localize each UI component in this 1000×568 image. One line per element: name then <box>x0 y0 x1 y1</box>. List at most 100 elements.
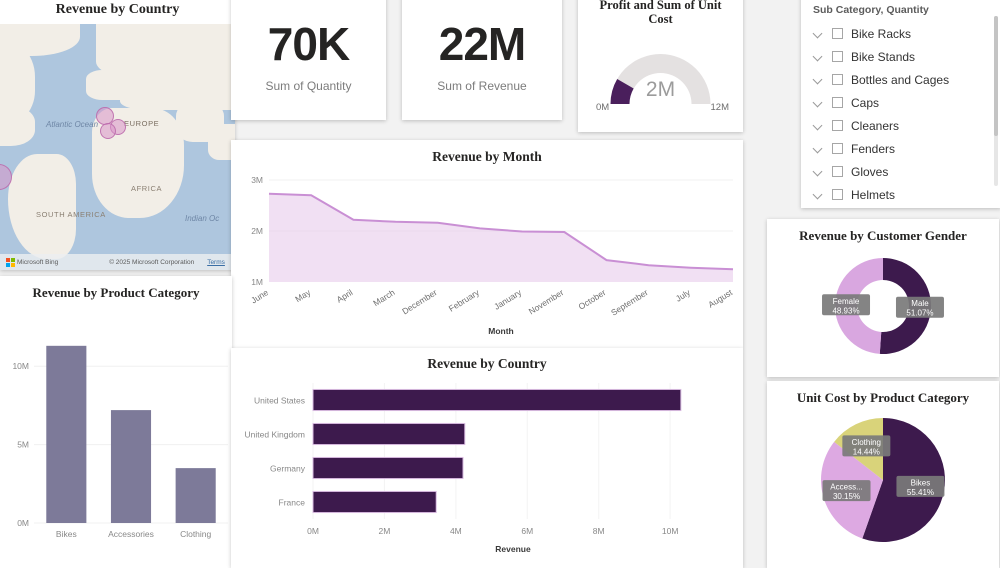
slicer-item[interactable]: Gloves <box>813 160 1000 183</box>
x-axis-tick-label: June <box>249 287 270 305</box>
gauge-min-label: 0M <box>596 102 610 113</box>
x-axis-tick-label: November <box>527 287 566 316</box>
pie-slice-value: 51.07% <box>906 308 933 317</box>
kpi-revenue-value: 22M <box>438 18 526 70</box>
x-axis-title: Month <box>488 326 514 336</box>
pie-chart-title: Unit Cost by Product Category <box>796 390 970 405</box>
gauge-value-label: 2M <box>645 78 676 101</box>
slicer-item-label: Helmets <box>851 187 896 202</box>
y-axis-tick-label: 1M <box>251 277 263 287</box>
chevron-down-icon[interactable] <box>813 166 824 177</box>
map-sea-label-atlantic: Atlantic Ocean <box>46 120 99 129</box>
x-axis-title: Revenue <box>495 544 531 554</box>
y-axis-tick-label: France <box>279 498 306 508</box>
map-title: Revenue by Country <box>55 2 180 17</box>
pie-slice[interactable] <box>879 257 931 354</box>
pie-slice-label-background <box>896 475 945 497</box>
kpi-card-sum-of-revenue[interactable]: 22M Sum of Revenue <box>402 0 562 120</box>
revenue-by-product-category-chart[interactable]: 0M 5M 10M Bikes Accessories Clothing <box>0 301 232 559</box>
x-axis-tick-label: September <box>609 287 650 318</box>
revenue-by-month-card[interactable]: Revenue by Month 1M 2M 3M June May April March… <box>231 140 743 348</box>
pie-slice[interactable] <box>835 257 883 354</box>
kpi-card-sum-of-quantity[interactable]: 70K Sum of Quantity <box>231 0 386 120</box>
bar-chart-title: Revenue by Country <box>427 356 547 371</box>
map-bubble-france[interactable] <box>100 123 116 139</box>
pie-slice-label: Female <box>833 296 860 305</box>
slicer-item[interactable]: Bike Racks <box>813 22 1000 45</box>
chevron-down-icon[interactable] <box>813 97 824 108</box>
x-axis-tick-label: 6M <box>521 526 533 536</box>
y-axis-tick-label: 3M <box>251 175 263 185</box>
slicer-item-list[interactable]: Bike Racks Bike Stands Bottles and Cages Ca… <box>801 22 1000 206</box>
slicer-scrollbar[interactable] <box>994 16 998 186</box>
checkbox-icon[interactable] <box>832 97 843 108</box>
map-land-central-america <box>0 106 35 146</box>
checkbox-icon[interactable] <box>832 28 843 39</box>
revenue-by-customer-gender-card[interactable]: Revenue by Customer Gender Male 51.07% Fem… <box>767 219 999 377</box>
slicer-item[interactable]: Caps <box>813 91 1000 114</box>
map-continent-label-africa: AFRICA <box>131 184 163 193</box>
kpi-quantity-value: 70K <box>267 18 350 70</box>
revenue-by-country-chart[interactable]: 0M 2M 4M 6M 8M 10M United States United Kingdom… <box>231 371 743 561</box>
revenue-by-month-chart[interactable]: 1M 2M 3M June May April March December February J… <box>231 164 743 342</box>
gauge-track <box>610 54 711 104</box>
map-land-south-america <box>8 154 76 259</box>
gauge-fill <box>610 79 634 104</box>
checkbox-icon[interactable] <box>832 189 843 200</box>
slicer-item-label: Cleaners <box>851 118 900 133</box>
bar[interactable] <box>312 423 466 446</box>
pie-slice-label-background <box>822 479 871 501</box>
bar[interactable] <box>312 491 437 514</box>
x-axis-tick-label: 8M <box>593 526 605 536</box>
gauge-visual[interactable]: 2M 0M 12M <box>578 26 743 122</box>
x-axis-tick-label: Accessories <box>108 529 154 539</box>
chevron-down-icon[interactable] <box>813 74 824 85</box>
chevron-down-icon[interactable] <box>813 51 824 62</box>
slicer-item[interactable]: Fenders <box>813 137 1000 160</box>
bar[interactable] <box>312 389 682 412</box>
chevron-down-icon[interactable] <box>813 28 824 39</box>
slicer-item-label: Gloves <box>851 164 889 179</box>
revenue-by-country-bar-card[interactable]: Revenue by Country 0M 2M 4M 6M 8M 10M United S… <box>231 348 743 568</box>
x-axis-tick-label: February <box>447 287 482 314</box>
sub-category-slicer-card[interactable]: Sub Category, Quantity Bike Racks Bike St… <box>801 0 1000 208</box>
bar[interactable] <box>46 345 87 523</box>
x-axis-tick-label: December <box>400 287 439 316</box>
slicer-item[interactable]: Bike Stands <box>813 45 1000 68</box>
x-axis-tick-label: 4M <box>450 526 462 536</box>
revenue-by-product-category-card[interactable]: Revenue by Product Category 0M 5M 10M Bikes… <box>0 276 232 568</box>
slicer-item[interactable]: Helmets <box>813 183 1000 206</box>
x-axis-tick-label: April <box>335 287 355 305</box>
checkbox-icon[interactable] <box>832 74 843 85</box>
checkbox-icon[interactable] <box>832 143 843 154</box>
slicer-item-label: Bike Stands <box>851 49 916 64</box>
chevron-down-icon[interactable] <box>813 189 824 200</box>
checkbox-icon[interactable] <box>832 166 843 177</box>
slicer-item[interactable]: Bottles and Cages <box>813 68 1000 91</box>
x-axis-tick-label: October <box>577 287 608 312</box>
chevron-down-icon[interactable] <box>813 143 824 154</box>
bing-map[interactable]: Atlantic Ocean Indian Oc EUROPE AFRICA S… <box>0 24 235 270</box>
y-axis-tick-label: 5M <box>17 439 29 449</box>
revenue-by-country-map-card[interactable]: Revenue by Country Atlantic Ocean Indian… <box>0 0 235 270</box>
bar[interactable] <box>175 467 216 523</box>
pie-slice-label-background <box>822 293 871 315</box>
map-copyright: © 2025 Microsoft Corporation <box>109 258 195 266</box>
unit-cost-by-product-category-card[interactable]: Unit Cost by Product Category Bikes 55.41… <box>767 381 999 568</box>
checkbox-icon[interactable] <box>832 120 843 131</box>
bar[interactable] <box>110 409 152 523</box>
slicer-item-label: Bottles and Cages <box>851 72 950 87</box>
checkbox-icon[interactable] <box>832 51 843 62</box>
x-axis-tick-label: March <box>371 287 397 308</box>
x-axis-tick-label: 0M <box>307 526 319 536</box>
area-chart-title: Revenue by Month <box>432 149 542 164</box>
slicer-item[interactable]: Cleaners <box>813 114 1000 137</box>
y-axis-tick-label: United Kingdom <box>245 430 305 440</box>
bar[interactable] <box>312 457 464 480</box>
map-terms-link[interactable]: Terms <box>207 258 225 266</box>
chevron-down-icon[interactable] <box>813 120 824 131</box>
gauge-card-profit-unit-cost[interactable]: Profit and Sum of Unit Cost 2M 0M 12M <box>578 0 743 132</box>
slicer-item-label: Fenders <box>851 141 896 156</box>
